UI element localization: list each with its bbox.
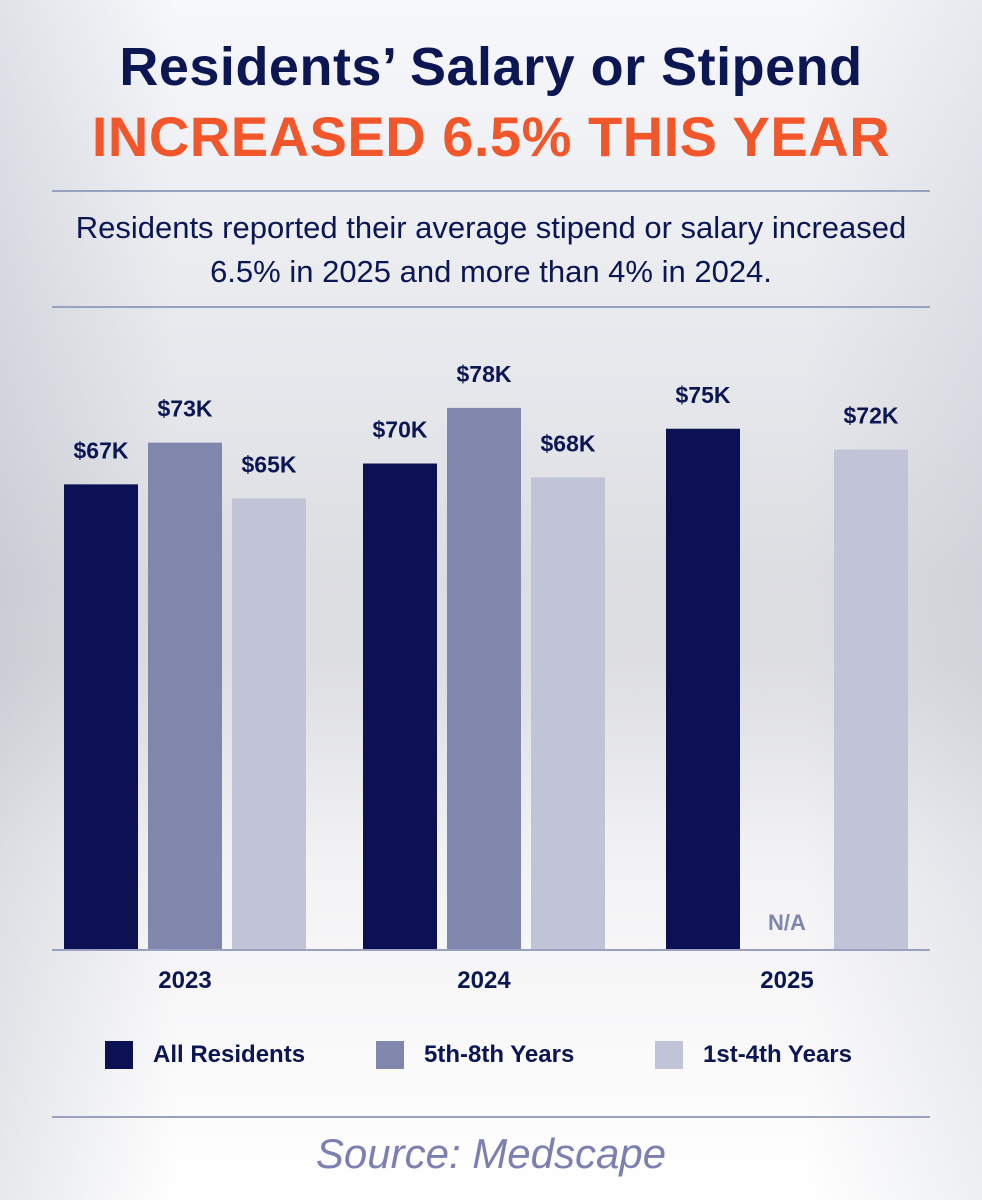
data-label: $70K <box>373 417 428 443</box>
bar-2023-all-residents <box>64 484 138 950</box>
divider-middle <box>52 306 930 308</box>
legend-item: All Residents <box>105 1037 305 1073</box>
legend-label: All Residents <box>153 1041 306 1068</box>
data-label: $72K <box>844 403 899 429</box>
source-credit: Source: Medscape <box>315 1130 667 1177</box>
bar-2023-1st-4th-years <box>232 498 306 950</box>
bar-2025-1st-4th-years <box>834 449 908 950</box>
x-tick-label: 2023 <box>158 967 211 994</box>
divider-top <box>52 190 930 192</box>
data-label: $78K <box>457 361 512 387</box>
legend-label: 5th-8th Years <box>424 1041 575 1068</box>
data-label: $68K <box>541 430 596 456</box>
title-line-1: Residents’ Salary or Stipend <box>119 37 863 97</box>
data-label: $75K <box>676 382 731 408</box>
legend-item: 5th-8th Years <box>376 1037 574 1073</box>
bar-2024-1st-4th-years <box>531 477 605 950</box>
bar-2024-5th-8th-years <box>447 407 521 950</box>
data-label: $65K <box>242 451 297 477</box>
bar-chart: $67K $73K $65K 2023 $70K $78K $68K 2024 $75K N/A $… <box>52 361 930 994</box>
bar-2025-all-residents <box>666 428 740 950</box>
x-tick-label: 2024 <box>457 967 511 994</box>
subtitle: Residents reported their average stipend… <box>75 210 907 289</box>
x-tick-label: 2025 <box>760 967 813 994</box>
legend: All Residents 5th-8th Years 1st-4th Years <box>0 1037 982 1073</box>
data-label-na: N/A <box>768 910 806 935</box>
legend-swatch <box>376 1041 404 1069</box>
legend-swatch <box>655 1041 683 1069</box>
data-label: $67K <box>74 437 129 463</box>
title-line-2: INCREASED 6.5% THIS YEAR <box>91 105 891 168</box>
legend-swatch <box>105 1041 133 1069</box>
bar-2023-5th-8th-years <box>148 442 222 950</box>
divider-bottom <box>52 1116 930 1118</box>
legend-label: 1st-4th Years <box>703 1041 852 1068</box>
data-label: $73K <box>158 396 213 422</box>
bar-2024-all-residents <box>363 463 437 950</box>
legend-item: 1st-4th Years <box>655 1037 852 1073</box>
